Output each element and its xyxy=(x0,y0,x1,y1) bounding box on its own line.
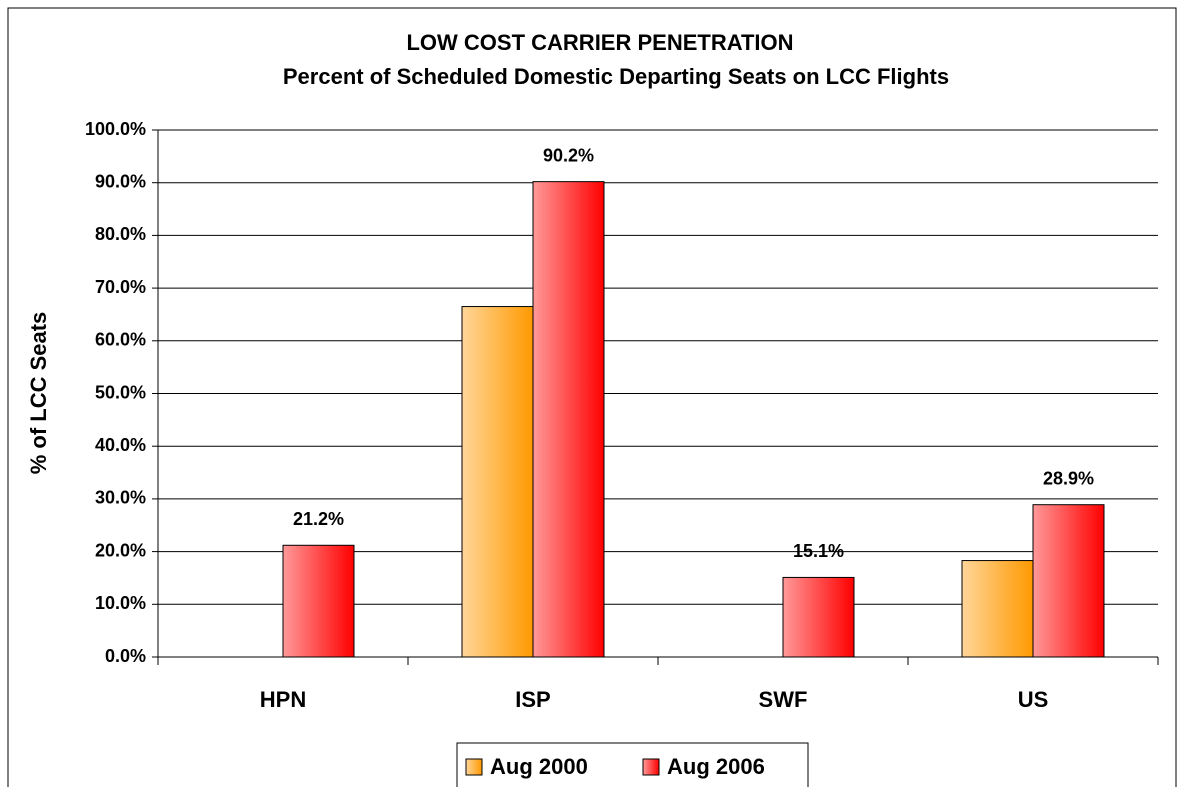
x-tick-label: SWF xyxy=(759,687,808,712)
y-tick-label: 20.0% xyxy=(95,540,146,560)
data-label: 90.2% xyxy=(543,145,594,165)
y-tick-label: 60.0% xyxy=(95,330,146,350)
y-tick-label: 70.0% xyxy=(95,277,146,297)
x-tick-label: ISP xyxy=(515,687,550,712)
bar xyxy=(961,560,1034,658)
y-tick-label: 80.0% xyxy=(95,224,146,244)
x-tick-label: US xyxy=(1018,687,1049,712)
bar xyxy=(782,576,855,658)
legend-label: Aug 2006 xyxy=(667,754,765,779)
bar xyxy=(461,306,534,658)
chart-subtitle: Percent of Scheduled Domestic Departing … xyxy=(283,64,949,89)
bar xyxy=(1032,504,1105,658)
legend: Aug 2000 Aug 2006 xyxy=(456,742,809,787)
y-tick-label: 40.0% xyxy=(95,435,146,455)
bar xyxy=(532,181,605,658)
legend-swatch xyxy=(465,758,483,776)
legend-swatch xyxy=(642,758,660,776)
y-tick-label: 100.0% xyxy=(85,119,146,139)
y-tick-label: 0.0% xyxy=(105,646,146,666)
y-axis-title: % of LCC Seats xyxy=(26,312,51,475)
y-tick-label: 90.0% xyxy=(95,171,146,191)
legend-box xyxy=(456,742,809,787)
y-tick-label: 30.0% xyxy=(95,488,146,508)
y-tick-label: 50.0% xyxy=(95,382,146,402)
data-label: 28.9% xyxy=(1043,468,1094,488)
data-label: 15.1% xyxy=(793,541,844,561)
data-label: 21.2% xyxy=(293,509,344,529)
chart-title: LOW COST CARRIER PENETRATION xyxy=(406,30,793,55)
x-tick-label: HPN xyxy=(260,687,306,712)
y-tick-label: 10.0% xyxy=(95,593,146,613)
bar xyxy=(282,544,355,658)
legend-label: Aug 2000 xyxy=(490,754,588,779)
